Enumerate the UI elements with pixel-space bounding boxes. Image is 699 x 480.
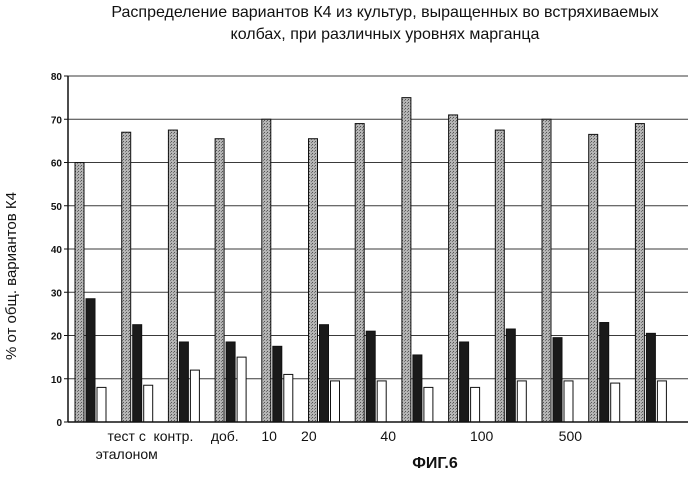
x-category-label: тест с — [108, 428, 146, 444]
y-tick-label: 0 — [56, 418, 62, 429]
bar-series-1-group-12 — [589, 134, 598, 422]
x-category-label: доб. — [211, 428, 239, 444]
y-tick-label: 60 — [51, 159, 63, 170]
bar-series-3-group-11 — [564, 381, 573, 422]
bar-series-1-group-8 — [402, 98, 411, 422]
y-axis-ticks: 0 10 20 30 40 50 60 70 80 — [51, 72, 68, 429]
bar-series-2-group-13 — [646, 333, 655, 422]
bar-series-2-group-5 — [273, 346, 282, 422]
y-tick-label: 50 — [51, 202, 63, 213]
bar-series-3-group-1 — [97, 387, 106, 422]
y-tick-label: 10 — [51, 375, 63, 386]
x-category-label: контр. — [153, 428, 193, 444]
bar-series-2-group-6 — [320, 325, 329, 422]
bar-series-2-group-10 — [506, 329, 515, 422]
bar-series-1-group-3 — [168, 130, 177, 422]
bar-series-1-group-10 — [495, 130, 504, 422]
bar-series-2-group-3 — [179, 342, 188, 422]
bar-series-2-group-9 — [460, 342, 469, 422]
bar-series-3-group-3 — [190, 370, 199, 422]
bar-series-2-group-4 — [226, 342, 235, 422]
bar-series-1-group-13 — [635, 124, 644, 422]
bar-series-3-group-13 — [657, 381, 666, 422]
x-category-label: 100 — [470, 428, 494, 444]
bar-series-3-group-2 — [144, 385, 153, 422]
figure-caption: ФИГ.6 — [0, 455, 699, 473]
x-category-label: 20 — [301, 428, 317, 444]
bar-series-2-group-1 — [86, 299, 95, 422]
bar-series-3-group-8 — [424, 387, 433, 422]
y-tick-label: 20 — [51, 332, 63, 343]
bar-series-3-group-5 — [284, 374, 293, 422]
bar-series-1-group-4 — [215, 139, 224, 422]
bar-series-1-group-11 — [542, 119, 551, 422]
y-tick-label: 40 — [51, 245, 63, 256]
bar-series-1-group-6 — [309, 139, 318, 422]
bar-series-1-group-2 — [122, 132, 131, 422]
y-tick-label: 70 — [51, 115, 63, 126]
bar-series-1-group-1 — [75, 163, 84, 423]
x-category-label: 500 — [559, 428, 583, 444]
bar-series-3-group-12 — [611, 383, 620, 422]
bar-series-2-group-2 — [133, 325, 142, 422]
bar-series-3-group-7 — [377, 381, 386, 422]
y-tick-label: 30 — [51, 288, 63, 299]
bar-series-1-group-5 — [262, 119, 271, 422]
bar-series-3-group-10 — [517, 381, 526, 422]
bar-series-2-group-11 — [553, 338, 562, 422]
x-category-label: 10 — [261, 428, 277, 444]
bar-series-2-group-12 — [600, 323, 609, 422]
bar-series-1-group-9 — [449, 115, 458, 422]
bar-series-2-group-8 — [413, 355, 422, 422]
y-tick-label: 80 — [51, 72, 63, 83]
x-category-label: 40 — [380, 428, 396, 444]
bar-series-3-group-9 — [471, 387, 480, 422]
bar-series-1-group-7 — [355, 124, 364, 422]
bar-series-3-group-6 — [331, 381, 340, 422]
bar-series-2-group-7 — [366, 331, 375, 422]
bar-series-3-group-4 — [237, 357, 246, 422]
bars — [75, 98, 666, 422]
